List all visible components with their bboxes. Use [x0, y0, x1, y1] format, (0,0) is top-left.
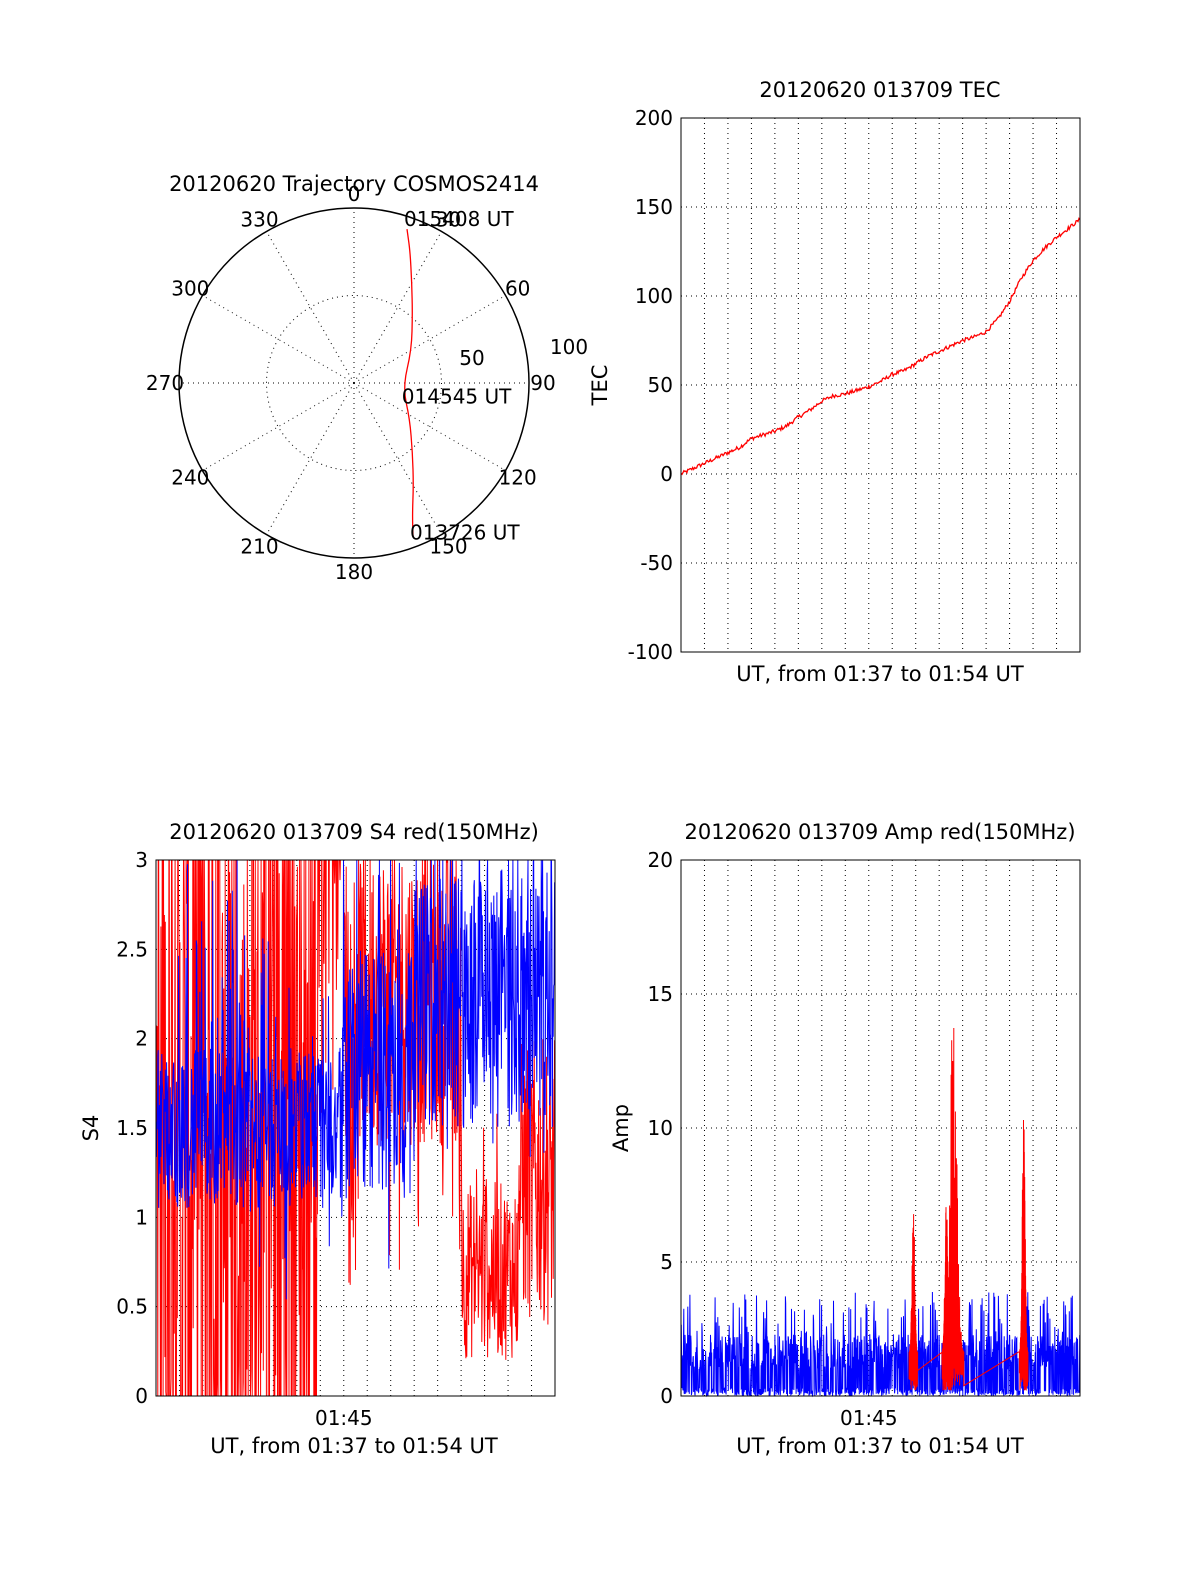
polar-angle-label: 60	[505, 277, 530, 301]
tec-ylabel: TEC	[588, 365, 612, 407]
polar-grid	[178, 207, 530, 559]
s4-y-ticks: 0 0.5 1 1.5 2 2.5 3	[116, 848, 148, 1408]
amp-y-tick-label: 10	[648, 1116, 673, 1140]
amp-frame	[680, 859, 1081, 1397]
tec-grid	[681, 118, 1080, 652]
polar-angle-label: 0	[348, 182, 361, 206]
s4-y-tick-label: 2.5	[116, 937, 148, 961]
s4-y-tick-label: 0	[135, 1384, 148, 1408]
polar-spoke	[353, 382, 506, 471]
amp-xlabel: UT, from 01:37 to 01:54 UT	[736, 1434, 1024, 1458]
amp-y-tick-label: 5	[660, 1250, 673, 1274]
s4-title: 20120620 013709 S4 red(150MHz)	[169, 820, 539, 844]
polar-angle-label: 180	[335, 560, 373, 584]
amp-title: 20120620 013709 Amp red(150MHz)	[684, 820, 1075, 844]
polar-spoke	[353, 231, 442, 384]
trajectory-annotation-mid: 014545 UT	[402, 384, 512, 408]
polar-angle-labels: 0 30 60 90 120 150 180 210 240 270 300 330	[146, 182, 556, 584]
amp-chart: 20120620 013709 Amp red(150MHz) 0 5 10 15 20…	[609, 820, 1081, 1458]
trajectory-line	[404, 229, 414, 537]
tec-y-tick-label: -50	[640, 551, 673, 575]
radial-label-50: 50	[459, 346, 484, 370]
tec-y-tick-label: 50	[648, 373, 673, 397]
tec-y-tick-label: 0	[660, 462, 673, 486]
polar-spoke	[202, 295, 355, 384]
polar-angle-label: 210	[240, 535, 278, 559]
amp-red-series	[908, 1027, 1029, 1391]
tec-y-tick-label: 100	[635, 284, 673, 308]
s4-red-series	[155, 859, 556, 1397]
trajectory-annotation-end: 015408 UT	[404, 207, 514, 231]
polar-angle-label: 330	[240, 207, 278, 231]
trajectory-title: 20120620 Trajectory COSMOS2414	[169, 172, 539, 196]
tec-y-tick-label: -100	[628, 640, 673, 664]
polar-ring-50	[266, 295, 442, 471]
tec-chart: 20120620 013709 TEC -100-50050100150200 …	[588, 78, 1081, 686]
s4-x-tick-label: 01:45	[315, 1406, 373, 1430]
polar-angle-label: 90	[530, 371, 555, 395]
polar-angle-label: 240	[171, 466, 209, 490]
polar-angle-label: 270	[146, 371, 184, 395]
trajectory-chart: 20120620 Trajectory COSMOS2414 0 30 60 90 12…	[146, 172, 588, 584]
trajectory-annotation-start: 013726 UT	[410, 521, 520, 545]
radial-label-100: 100	[550, 335, 588, 359]
tec-frame	[680, 117, 1081, 653]
trajectory-annotations: 015408 UT 014545 UT 013726 UT	[402, 207, 521, 544]
amp-y-tick-label: 15	[648, 982, 673, 1006]
s4-blue-series	[155, 859, 556, 1300]
s4-y-tick-label: 1.5	[116, 1116, 148, 1140]
polar-spoke	[353, 295, 506, 384]
s4-y-tick-label: 1	[135, 1205, 148, 1229]
amp-y-tick-label: 20	[648, 848, 673, 872]
s4-chart: 20120620 013709 S4 red(150MHz) 0 0.5 1 1.5 2…	[79, 820, 556, 1458]
amp-ylabel: Amp	[609, 1104, 633, 1152]
s4-y-tick-label: 0.5	[116, 1295, 148, 1319]
amp-grid	[681, 860, 1080, 1396]
polar-angle-label: 30	[436, 207, 461, 231]
polar-spoke	[202, 382, 355, 471]
polar-angle-label: 120	[499, 466, 537, 490]
polar-angle-label: 300	[171, 277, 209, 301]
polar-spoke	[266, 231, 355, 384]
amp-y-tick-label: 0	[660, 1384, 673, 1408]
polar-outer-circle	[178, 207, 530, 559]
s4-xlabel: UT, from 01:37 to 01:54 UT	[210, 1434, 498, 1458]
s4-y-tick-label: 2	[135, 1027, 148, 1051]
amp-y-ticks: 0 5 10 15 20	[648, 848, 673, 1408]
s4-frame	[155, 859, 556, 1397]
polar-angle-label: 150	[429, 535, 467, 559]
amp-blue-series	[680, 1291, 1081, 1398]
tec-y-tick-label: 200	[635, 106, 673, 130]
tec-y-tick-label: 150	[635, 195, 673, 219]
tec-title: 20120620 013709 TEC	[759, 78, 1000, 102]
amp-x-tick-label: 01:45	[840, 1406, 898, 1430]
polar-spoke	[266, 382, 355, 535]
tec-y-ticks: -100 -50 0 50 100 150 200	[628, 106, 673, 664]
polar-spoke	[353, 382, 442, 535]
tec-xlabel: UT, from 01:37 to 01:54 UT	[736, 662, 1024, 686]
s4-y-tick-label: 3	[135, 848, 148, 872]
tec-line	[680, 217, 1081, 476]
s4-ylabel: S4	[79, 1115, 103, 1142]
